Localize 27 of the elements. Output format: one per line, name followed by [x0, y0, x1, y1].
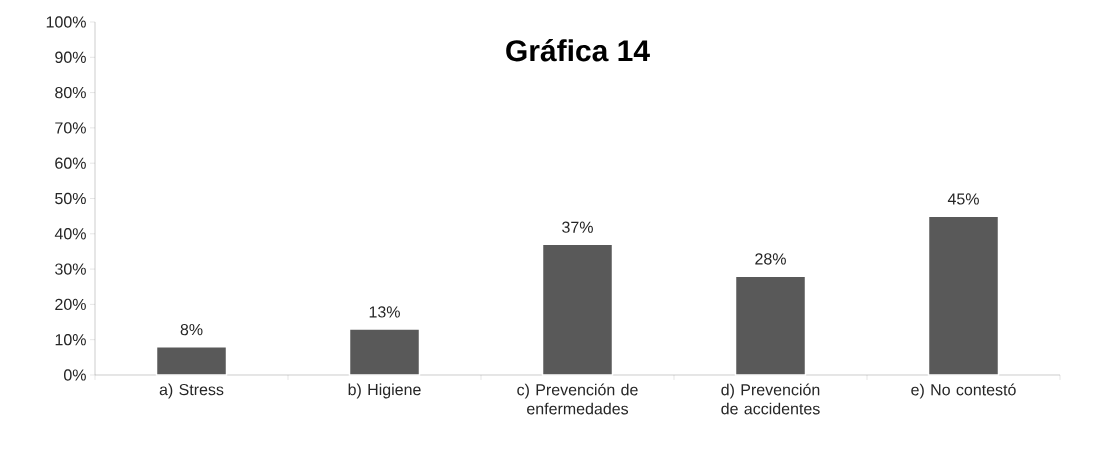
- data-label: 8%: [180, 323, 203, 336]
- x-tick-label: a) Stress: [159, 383, 224, 399]
- x-tick-label: b) Higiene: [348, 383, 421, 399]
- y-tick-label: 50%: [55, 192, 86, 205]
- data-label: 28%: [755, 253, 786, 265]
- bar: [348, 328, 421, 376]
- y-tick-label: 10%: [55, 334, 86, 346]
- y-tick-label: 80%: [55, 86, 86, 99]
- x-tick-label: e) No contestó: [911, 383, 1016, 399]
- y-tick-label: 40%: [54, 228, 86, 240]
- bar: [734, 275, 807, 376]
- y-tick-label: 100%: [46, 16, 86, 28]
- y-tick-label: 90%: [55, 51, 86, 63]
- bar: [541, 243, 614, 376]
- y-tick-label: 0%: [63, 369, 86, 381]
- chart-title: Gráfica 14: [506, 39, 650, 62]
- bar: [927, 215, 1000, 376]
- y-tick-label: 30%: [55, 263, 86, 275]
- data-label: 13%: [369, 306, 400, 318]
- y-tick-label: 60%: [55, 157, 86, 169]
- y-tick-label: 20%: [55, 298, 86, 311]
- x-tick-label: d) Prevención de accidentes: [721, 383, 820, 415]
- data-label: 37%: [562, 221, 593, 233]
- y-tick-label: 70%: [55, 122, 86, 134]
- x-tick-label: c) Prevención de enfermedades: [517, 383, 638, 415]
- data-label: 45%: [947, 193, 979, 205]
- bar: [155, 346, 228, 376]
